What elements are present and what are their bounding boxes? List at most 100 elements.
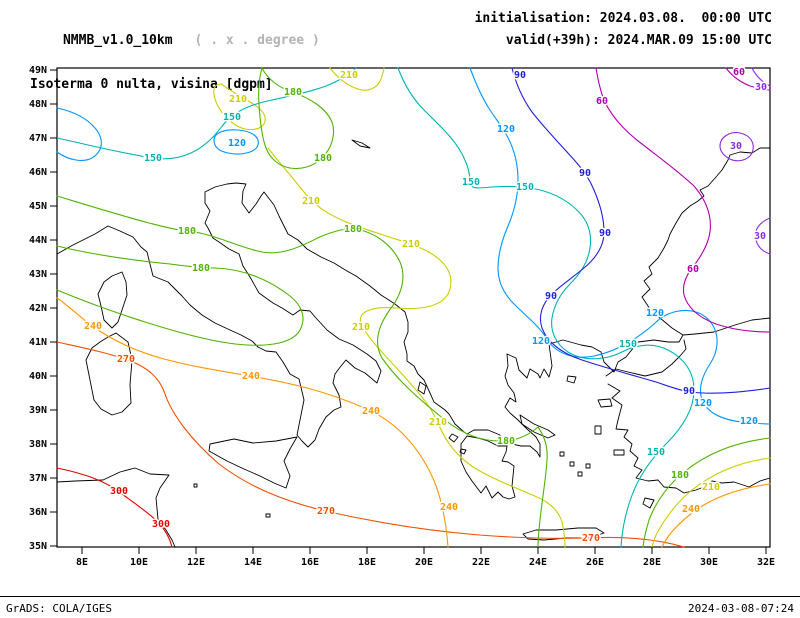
contour-label-150: 150 <box>144 153 162 164</box>
contour-30-line-2 <box>719 132 754 162</box>
lat-label: 40N <box>29 371 47 382</box>
island-cyclades-3 <box>577 471 583 477</box>
contour-label-210: 210 <box>340 70 358 81</box>
contour-270-line-1 <box>56 341 685 548</box>
contour-150-line-2 <box>397 67 695 548</box>
lat-label: 42N <box>29 303 47 314</box>
contour-label-240: 240 <box>440 502 458 513</box>
island-cyclades-4 <box>585 463 591 469</box>
lon-label: 26E <box>586 557 604 568</box>
lon-label: 12E <box>187 557 205 568</box>
lon-label: 10E <box>130 557 148 568</box>
contour-label-210: 210 <box>352 322 370 333</box>
contour-label-210: 210 <box>229 94 247 105</box>
contour-label-90: 90 <box>683 386 695 397</box>
contour-label-150: 150 <box>647 447 665 458</box>
contour-label-240: 240 <box>84 321 102 332</box>
island-sardinia <box>85 332 133 416</box>
lat-label: 47N <box>29 133 47 144</box>
island-sicily <box>208 436 298 489</box>
contour-label-120: 120 <box>646 308 664 319</box>
lon-label: 8E <box>76 557 88 568</box>
island-samos <box>613 449 625 456</box>
contour-label-60: 60 <box>733 67 745 78</box>
contour-label-150: 150 <box>462 177 480 188</box>
contour-label-90: 90 <box>599 228 611 239</box>
contour-240-line-2 <box>661 483 771 548</box>
lon-label: 16E <box>301 557 319 568</box>
lat-label: 36N <box>29 507 47 518</box>
coastline-italy-adriatic-greece-blacksea <box>56 182 771 458</box>
lat-label: 43N <box>29 269 47 280</box>
lon-label: 18E <box>358 557 376 568</box>
contour-label-300: 300 <box>110 486 128 497</box>
contour-label-150: 150 <box>223 112 241 123</box>
contour-label-60: 60 <box>687 264 699 275</box>
lon-label: 14E <box>244 557 262 568</box>
contour-90-line-1 <box>511 67 771 394</box>
contour-label-180: 180 <box>671 470 689 481</box>
lon-label: 24E <box>529 557 547 568</box>
lon-label: 32E <box>757 557 775 568</box>
contour-210-line-4 <box>651 457 771 548</box>
island-pantelleria <box>193 483 198 488</box>
grads-credit: GrADS: COLA/IGES <box>6 602 112 615</box>
island-rhodes <box>642 497 655 509</box>
lon-label: 28E <box>643 557 661 568</box>
resolution-note: ( . x . degree ) <box>194 33 320 48</box>
lat-label: 41N <box>29 337 47 348</box>
island-lesbos <box>597 398 613 408</box>
contour-label-150: 150 <box>516 182 534 193</box>
lat-label: 38N <box>29 439 47 450</box>
contour-label-210: 210 <box>402 239 420 250</box>
lat-label: 48N <box>29 99 47 110</box>
header-right: initialisation: 2024.03.08. 00:00 UTC va… <box>475 8 772 52</box>
contour-label-180: 180 <box>314 153 332 164</box>
contour-lines <box>56 67 771 548</box>
footer-bar: GrADS: COLA/IGES 2024-03-08-07:24 <box>0 596 800 618</box>
lat-label: 39N <box>29 405 47 416</box>
lon-label: 20E <box>415 557 433 568</box>
contour-label-120: 120 <box>532 336 550 347</box>
contour-label-120: 120 <box>228 138 246 149</box>
contour-label-120: 120 <box>497 124 515 135</box>
contour-150-line-1 <box>56 67 357 160</box>
contour-label-240: 240 <box>242 371 260 382</box>
coastline-marmara-south <box>605 339 687 377</box>
contour-300-line-1 <box>56 467 173 548</box>
contour-label-180: 180 <box>344 224 362 235</box>
valid-time: valid(+39h): 2024.MAR.09 15:00 UTC <box>505 33 772 48</box>
lat-label: 49N <box>29 65 47 76</box>
contour-210-line-1 <box>267 147 566 548</box>
contour-60-line-1 <box>595 67 771 333</box>
contour-labels: 3030306060609090909090120120120120120120… <box>82 66 768 546</box>
coastlines <box>56 139 771 548</box>
contour-210-line-2 <box>213 83 266 131</box>
contour-label-300: 300 <box>152 519 170 530</box>
coastline-turkey-aegean <box>607 383 771 494</box>
contour-label-30: 30 <box>730 141 742 152</box>
axis-labels: 49N 48N 47N 46N 45N 44N 43N 42N 41N 40N 39N 38N 37N 3… <box>29 65 775 568</box>
creation-timestamp: 2024-03-08-07:24 <box>688 602 794 615</box>
island-zakynthos <box>459 448 467 455</box>
coastline-peloponnese <box>460 435 516 500</box>
lat-label: 37N <box>29 473 47 484</box>
contour-120-line-2 <box>213 129 259 155</box>
contour-label-180: 180 <box>497 436 515 447</box>
contour-label-150: 150 <box>619 339 637 350</box>
island-malta <box>265 513 271 518</box>
lat-label: 35N <box>29 541 47 552</box>
contour-180-line-2 <box>642 437 771 548</box>
contour-30-line-1 <box>751 67 771 87</box>
contour-label-180: 180 <box>178 226 196 237</box>
contour-120-line-3 <box>56 107 102 161</box>
contour-240-line-1 <box>56 297 449 548</box>
model-title: NMMB_v1.0_10km <box>62 33 173 48</box>
contour-label-210: 210 <box>429 417 447 428</box>
map-subtitle: Isoterma 0 nulta, visina [dgpm] <box>30 77 273 92</box>
coastline-tunisia <box>56 467 176 548</box>
contour-label-270: 270 <box>582 533 600 544</box>
island-limnos <box>566 375 577 384</box>
lat-label: 44N <box>29 235 47 246</box>
